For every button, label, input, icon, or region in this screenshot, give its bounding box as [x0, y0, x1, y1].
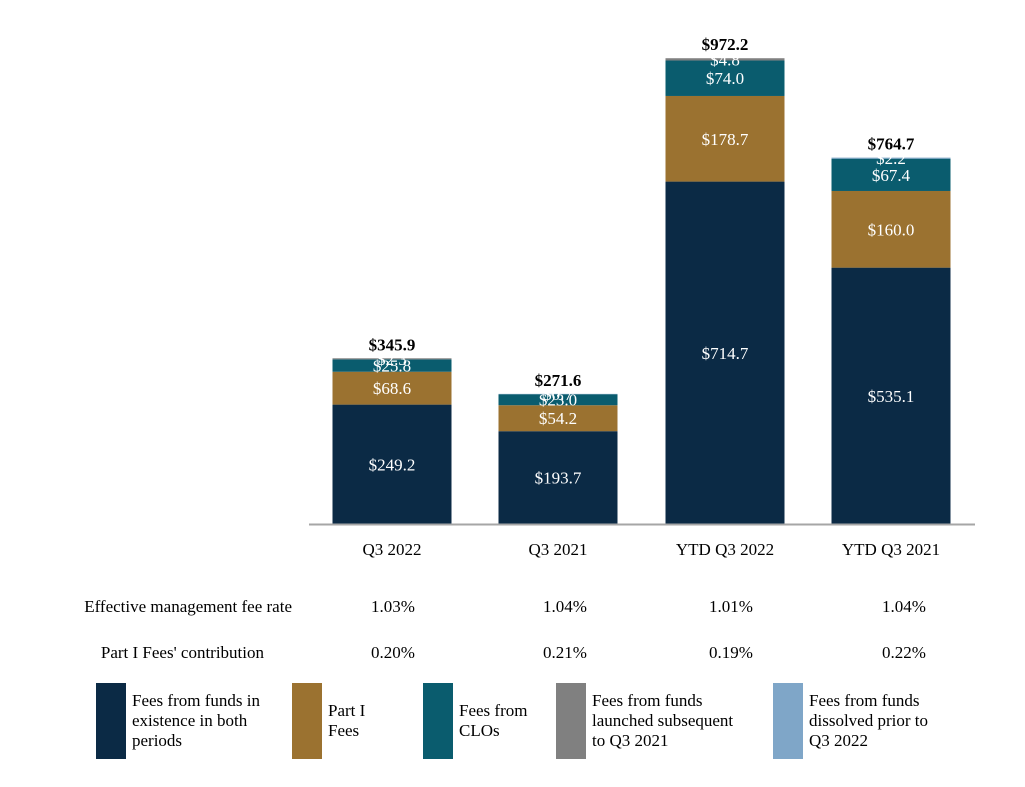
bar-segment [665, 60, 785, 96]
metric-value: 1.04% [543, 597, 587, 616]
segment-value-label: $535.1 [868, 387, 915, 406]
bar-segment [665, 58, 785, 61]
legend-swatch [96, 683, 126, 759]
bar-segment [332, 371, 452, 405]
metric-value: 0.22% [882, 643, 926, 662]
bar-segment [332, 359, 452, 372]
metric-label: Part I Fees' contribution [100, 643, 264, 662]
legend-swatch [556, 683, 586, 759]
segment-value-label: $67.4 [872, 166, 911, 185]
bar-segment [831, 267, 951, 524]
bar-segment [665, 95, 785, 182]
bar-total-label: $345.9 [369, 335, 416, 354]
metric-row-fee-rate: Effective management fee rate 1.03% 1.04… [0, 597, 1025, 621]
metric-value: 0.19% [709, 643, 753, 662]
segment-value-label: $249.2 [369, 455, 416, 474]
chart-legend: Fees from funds in existence in both per… [0, 683, 1025, 763]
stacked-bar-chart: $249.2 $68.6 $25.8$2.3$345.9 Q3 2022 $193.7 $… [309, 35, 975, 559]
segment-value-label: $160.0 [868, 220, 915, 239]
bar-segment [498, 405, 618, 432]
bar-total-label: $271.6 [535, 371, 582, 390]
segment-value-label: $714.7 [702, 344, 749, 363]
segment-value-label: $25.8 [373, 357, 411, 376]
segment-value-label: $178.7 [702, 130, 749, 149]
metric-value: 1.04% [882, 597, 926, 616]
legend-swatch [773, 683, 803, 759]
bar-segment [831, 158, 951, 191]
segment-value-label: $68.6 [373, 379, 411, 398]
bar-segment [498, 394, 618, 406]
bar-segment [665, 181, 785, 525]
metric-value: 0.21% [543, 643, 587, 662]
segment-value-label: $2.2 [876, 149, 906, 168]
legend-label: Fees from funds dissolved prior to Q3 20… [809, 691, 928, 750]
bar-segment [831, 190, 951, 268]
bar-segment [831, 157, 951, 159]
bar-segment [498, 431, 618, 524]
bar-segment [332, 358, 452, 360]
segment-value-label: $54.2 [539, 409, 577, 428]
x-tick-label: YTD Q3 2021 [842, 540, 940, 559]
legend-item: Fees from funds launched subsequent to Q… [556, 683, 733, 759]
x-tick-label: YTD Q3 2022 [676, 540, 774, 559]
metric-value: 1.01% [709, 597, 753, 616]
metric-value: 0.20% [371, 643, 415, 662]
x-tick-label: Q3 2022 [362, 540, 421, 559]
legend-item: Fees from funds in existence in both per… [96, 683, 260, 759]
bar-total-label: $972.2 [702, 35, 749, 54]
metric-label: Effective management fee rate [84, 597, 292, 616]
legend-label: Fees from funds launched subsequent to Q… [592, 691, 734, 750]
segment-value-label: $2.3 [377, 350, 407, 369]
metric-value: 1.03% [371, 597, 415, 616]
segment-value-label: $74.0 [706, 69, 744, 88]
legend-label: Fees from funds in existence in both per… [132, 691, 260, 750]
segment-value-label: $4.8 [710, 50, 740, 69]
segment-value-label: $0.7 [543, 385, 573, 404]
legend-label: Part I Fees [328, 701, 366, 740]
legend-item: Fees from CLOs [423, 683, 527, 759]
legend-label: Fees from CLOs [459, 701, 528, 740]
segment-value-label: $193.7 [535, 469, 582, 488]
legend-swatch [423, 683, 453, 759]
legend-item: Fees from funds dissolved prior to Q3 20… [773, 683, 928, 759]
legend-item: Part I Fees [292, 683, 365, 759]
bar-total-label: $764.7 [868, 135, 915, 154]
bar-segment [332, 404, 452, 524]
segment-value-label: $23.0 [539, 391, 577, 410]
legend-swatch [292, 683, 322, 759]
x-tick-label: Q3 2021 [528, 540, 587, 559]
metric-row-part1-contribution: Part I Fees' contribution 0.20% 0.21% 0.… [0, 643, 1025, 667]
